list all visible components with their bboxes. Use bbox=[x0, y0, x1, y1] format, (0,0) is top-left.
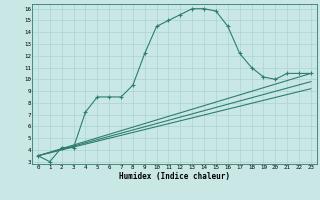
X-axis label: Humidex (Indice chaleur): Humidex (Indice chaleur) bbox=[119, 172, 230, 181]
